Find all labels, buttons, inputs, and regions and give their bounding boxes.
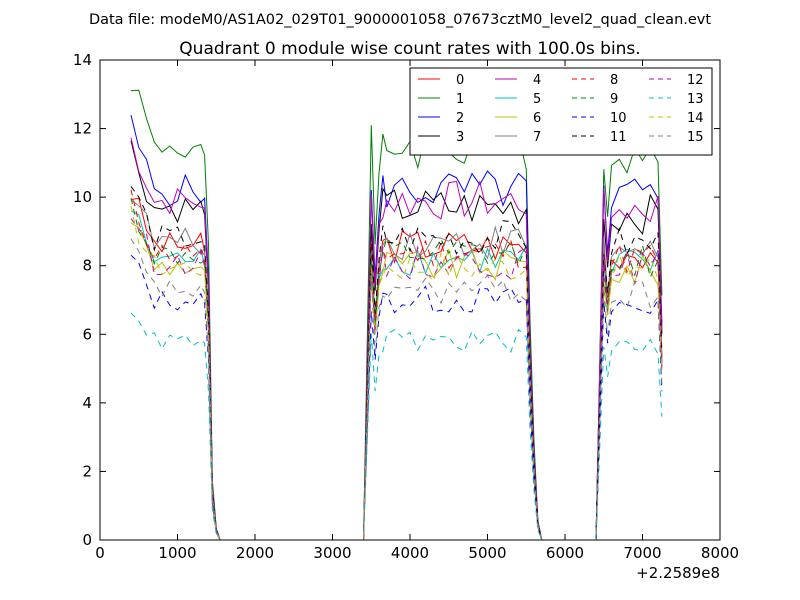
y-tick-label: 6 <box>82 325 92 343</box>
legend-label-11: 11 <box>610 130 627 145</box>
legend-label-15: 15 <box>687 130 704 145</box>
legend-label-2: 2 <box>456 111 464 126</box>
legend-label-8: 8 <box>610 73 618 88</box>
ticks-layer: 0 1000 2000 3000 4000 5000 6000 7000 80000246810… <box>73 51 739 562</box>
x-tick-label: 4000 <box>391 544 429 562</box>
x-tick-label: 0 <box>95 544 105 562</box>
chart-title: Quadrant 0 module wise count rates with … <box>179 39 640 59</box>
legend-box <box>409 67 713 156</box>
y-tick-label: 14 <box>73 51 92 69</box>
legend-label-0: 0 <box>456 73 464 88</box>
y-tick-label: 12 <box>73 120 92 138</box>
y-tick-label: 10 <box>73 188 92 206</box>
series-line-1 <box>130 89 663 541</box>
y-tick-label: 2 <box>82 462 92 480</box>
x-tick-label: 2000 <box>236 544 274 562</box>
suptitle: Data file: modeM0/AS1A02_029T01_90000010… <box>89 12 711 28</box>
legend-label-6: 6 <box>533 111 541 126</box>
y-tick-label: 0 <box>82 531 92 549</box>
legend-label-3: 3 <box>456 130 464 145</box>
legend-label-4: 4 <box>533 73 541 88</box>
series-line-10 <box>130 254 663 541</box>
x-tick-label: 3000 <box>313 544 351 562</box>
legend-label-14: 14 <box>687 111 704 126</box>
legend-label-12: 12 <box>687 73 704 88</box>
legend-label-9: 9 <box>610 92 618 107</box>
x-tick-label: 5000 <box>468 544 506 562</box>
series-layer <box>130 89 663 541</box>
x-tick-label: 6000 <box>546 544 584 562</box>
x-tick-label: 8000 <box>701 544 739 562</box>
y-tick-label: 8 <box>82 257 92 275</box>
y-tick-label: 4 <box>82 394 92 412</box>
legend-label-5: 5 <box>533 92 541 107</box>
legend-label-10: 10 <box>610 111 627 126</box>
x-offset-label: +2.2589e8 <box>636 564 720 582</box>
legend-label-7: 7 <box>533 130 541 145</box>
series-line-3 <box>130 140 663 541</box>
x-tick-label: 1000 <box>158 544 196 562</box>
legend-label-1: 1 <box>456 92 464 107</box>
x-tick-label: 7000 <box>623 544 661 562</box>
series-line-2 <box>130 114 663 541</box>
legend-label-13: 13 <box>687 92 704 107</box>
